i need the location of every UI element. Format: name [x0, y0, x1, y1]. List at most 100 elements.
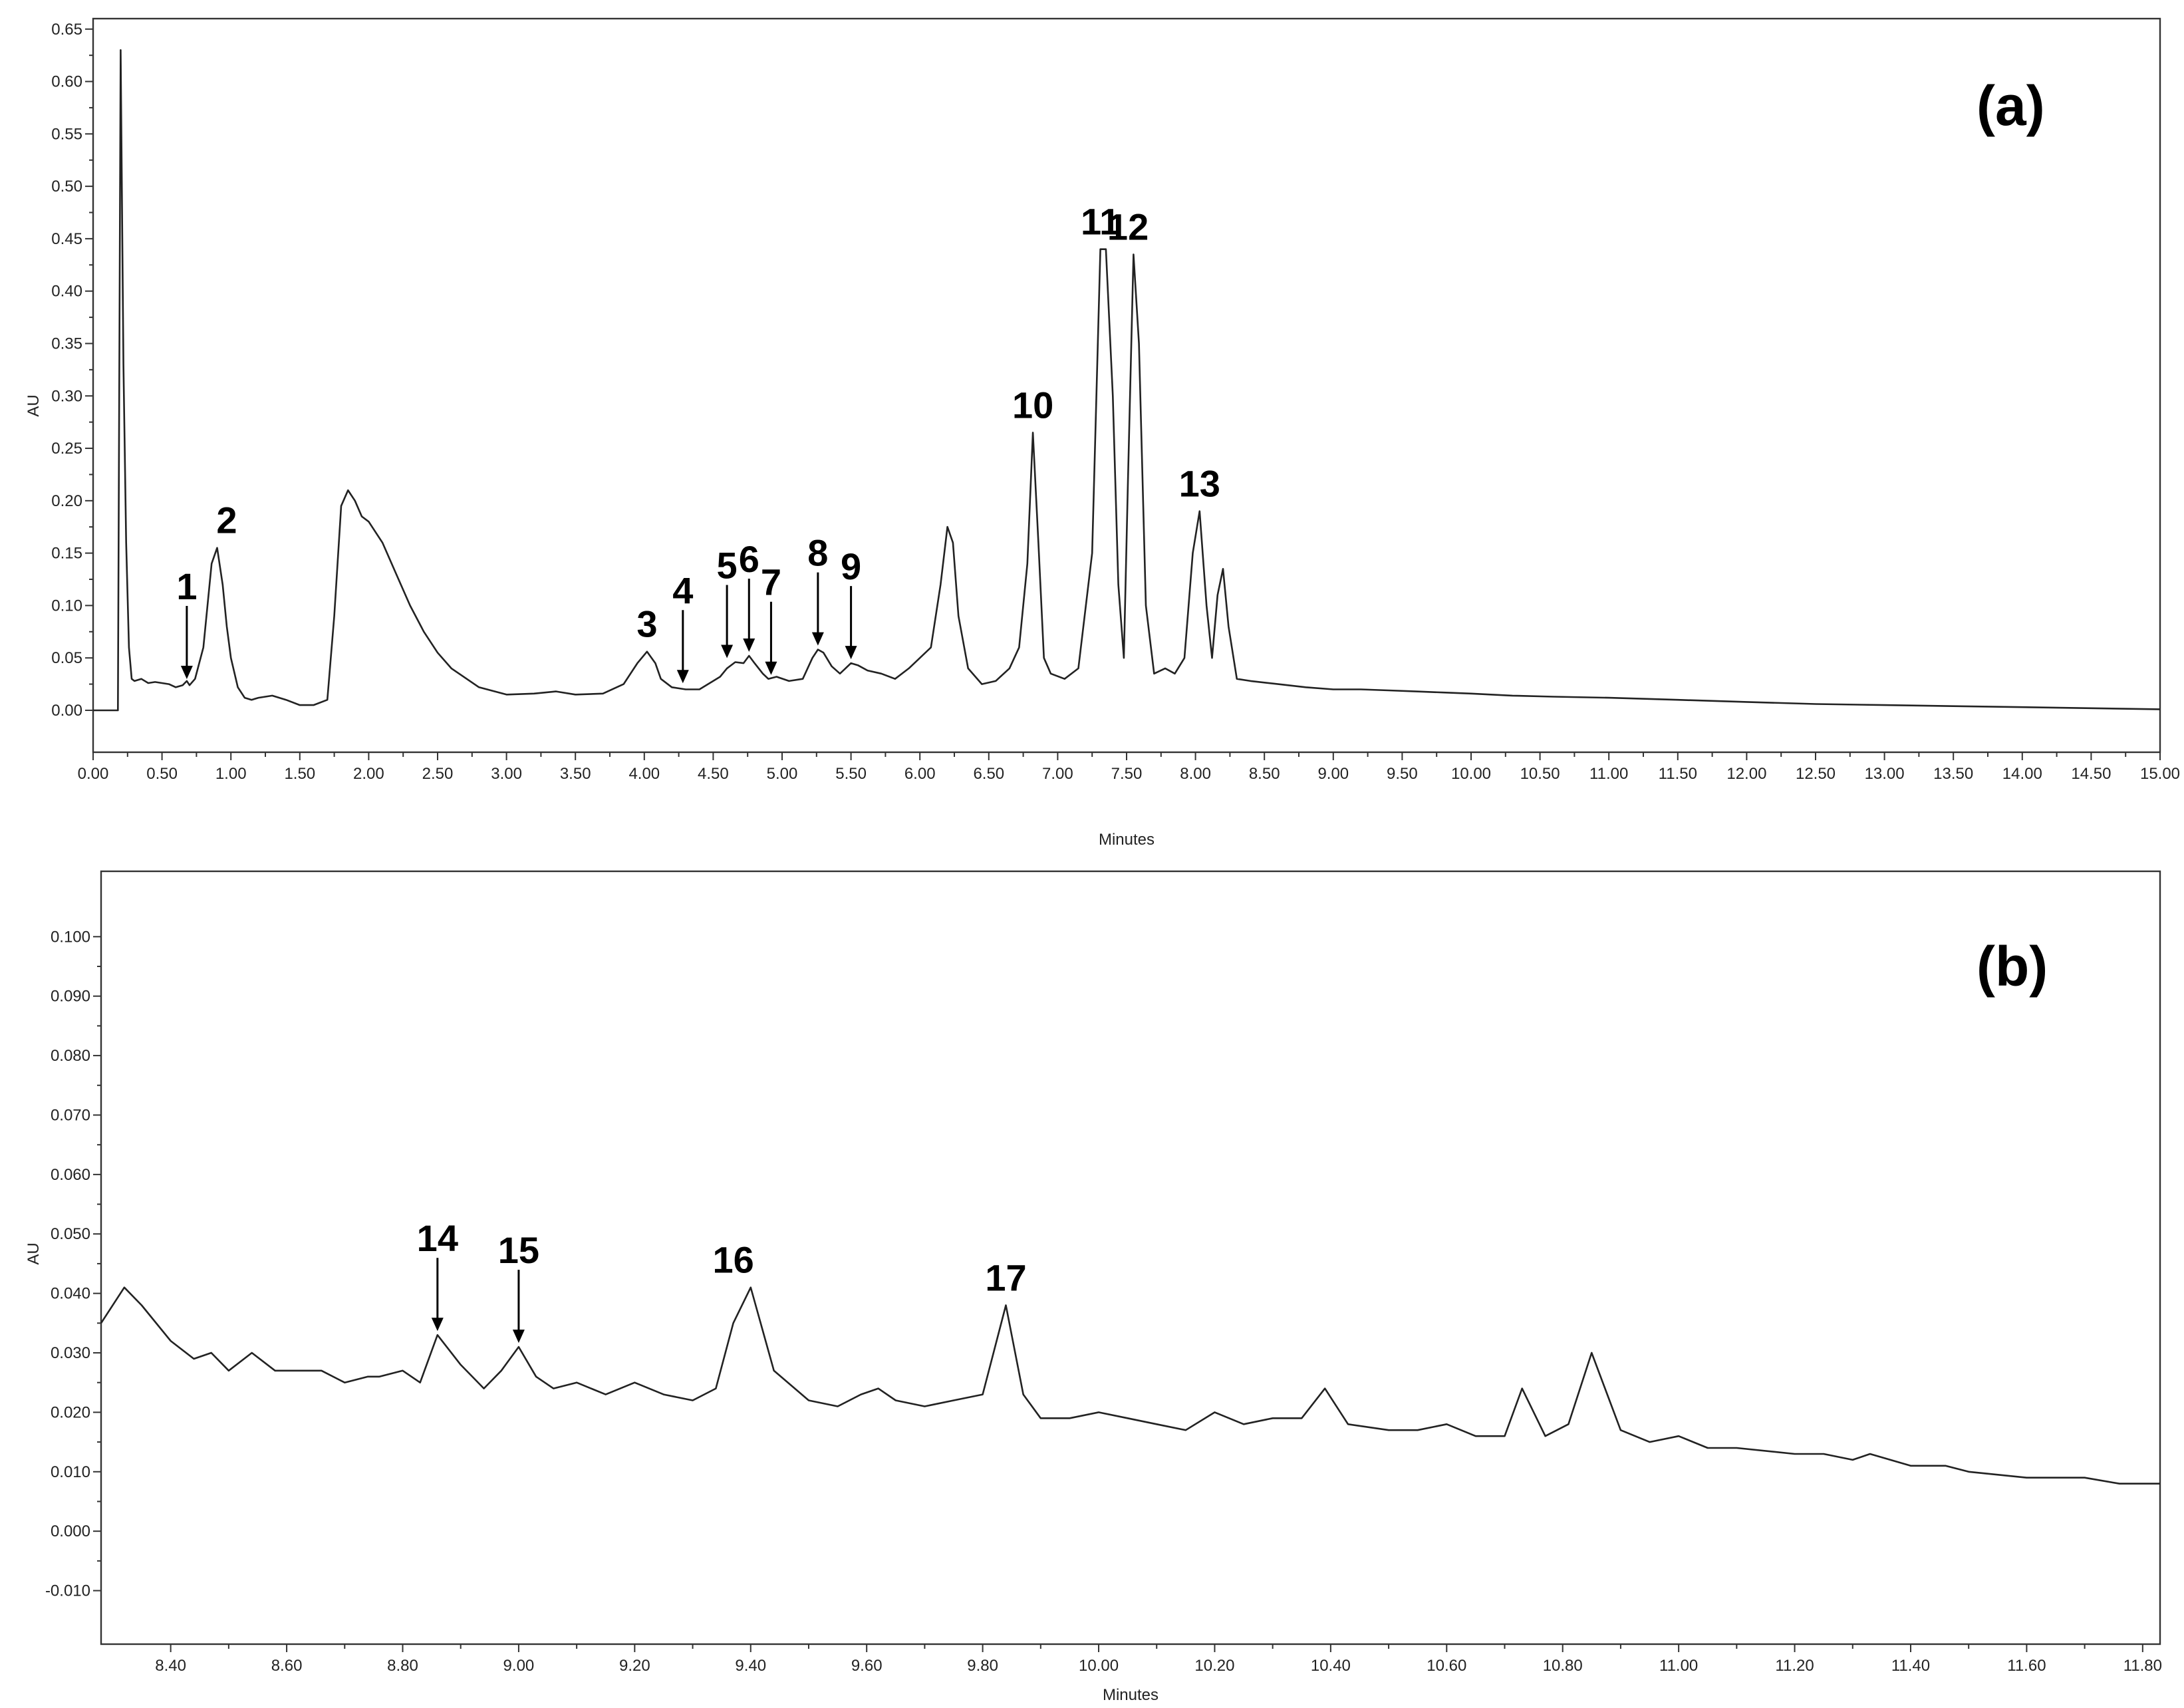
peak-number: 5 — [717, 544, 738, 586]
x-tick-label: 14.00 — [2002, 765, 2042, 783]
y-tick-label: 0.00 — [51, 702, 82, 720]
x-tick-label: 13.00 — [1865, 765, 1905, 783]
peak-number: 1 — [176, 565, 197, 607]
y-tick-label: 0.35 — [51, 335, 82, 353]
x-tick-label: 2.00 — [353, 765, 384, 783]
peak-number: 12 — [1107, 206, 1149, 248]
plot-area-b — [100, 870, 2161, 1645]
x-tick-label: 8.00 — [1180, 765, 1211, 783]
peak-number: 7 — [761, 561, 781, 603]
peak-arrow-head — [845, 646, 857, 660]
y-tick-label: 0.60 — [51, 73, 82, 91]
peak-label-9: 9 — [841, 545, 861, 660]
peak-arrow-head — [765, 661, 777, 675]
y-tick-label: 0.45 — [51, 230, 82, 248]
y-tick-label: 0.030 — [51, 1344, 90, 1362]
peak-arrow-head — [180, 666, 193, 680]
y-tick-label: 0.070 — [51, 1106, 90, 1124]
x-tick-label: 12.50 — [1796, 765, 1836, 783]
x-tick-label: 8.60 — [271, 1657, 303, 1675]
y-tick-label: 0.090 — [51, 988, 90, 1006]
peak-label-15: 15 — [498, 1229, 539, 1344]
peak-label-16: 16 — [712, 1239, 753, 1281]
x-tick-label: 0.50 — [146, 765, 178, 783]
x-tick-label: 11.80 — [2123, 1657, 2162, 1675]
peak-arrow-head — [512, 1330, 525, 1344]
x-axis-title-b: Minutes — [1103, 1686, 1159, 1704]
x-tick-label: 9.40 — [735, 1657, 766, 1675]
peak-number: 2 — [216, 499, 237, 541]
peak-label-14: 14 — [417, 1217, 458, 1332]
x-tick-label: 9.00 — [503, 1657, 535, 1675]
peak-number: 4 — [672, 569, 693, 611]
x-tick-label: 9.00 — [1317, 765, 1349, 783]
x-tick-label: 11.40 — [1891, 1657, 1930, 1675]
panel-a: 0.00 0.50 1.00 1.50 2.00 2.50 3.00 3.50 4.00 4.50… — [25, 17, 2180, 849]
x-tick-label: 10.60 — [1427, 1657, 1466, 1675]
y-tick-label: -0.010 — [45, 1582, 90, 1600]
x-tick-label: 15.00 — [2140, 765, 2180, 783]
peak-label-6: 6 — [739, 538, 759, 652]
panel-label-a: (a) — [1977, 74, 2045, 137]
y-tick-label: 0.25 — [51, 440, 82, 458]
y-axis-title-a: AU — [25, 394, 43, 416]
y-tick-label: 0.20 — [51, 492, 82, 510]
x-tick-label: 11.60 — [2007, 1657, 2046, 1675]
x-tick-label: 14.50 — [2071, 765, 2111, 783]
peak-label-11: 11 — [1081, 201, 1120, 243]
x-tick-label: 7.50 — [1111, 765, 1143, 783]
peak-label-5: 5 — [717, 544, 738, 658]
y-tick-label: 0.020 — [51, 1403, 90, 1421]
x-tick-label: 7.00 — [1042, 765, 1073, 783]
x-tick-label: 12.00 — [1726, 765, 1766, 783]
peak-label-3: 3 — [636, 603, 657, 645]
y-tick-label: 0.55 — [51, 125, 82, 143]
peak-number: 17 — [985, 1257, 1026, 1299]
panel-b: 8.40 8.60 8.80 9.00 9.20 9.40 9.60 9.80 10.00 10.… — [25, 870, 2162, 1704]
x-tick-label: 9.60 — [851, 1657, 883, 1675]
x-tick-label: 6.50 — [973, 765, 1004, 783]
panel-label-b: (b) — [1977, 935, 2048, 998]
peak-label-7: 7 — [761, 561, 781, 675]
peak-number: 8 — [807, 532, 828, 574]
peak-labels-b: 14 15 16 17 — [417, 1217, 1027, 1344]
x-tick-label: 9.80 — [967, 1657, 998, 1675]
peak-arrow-head — [743, 639, 755, 652]
peak-label-1: 1 — [176, 565, 197, 680]
peak-label-12: 12 — [1107, 206, 1149, 248]
peak-arrow-head — [721, 644, 734, 658]
y-tick-label: 0.10 — [51, 597, 82, 615]
x-tick-label: 11.00 — [1659, 1657, 1698, 1675]
y-tick-label: 0.050 — [51, 1225, 90, 1243]
x-tick-label: 5.50 — [835, 765, 867, 783]
peak-label-17: 17 — [985, 1257, 1026, 1299]
x-tick-label: 10.20 — [1194, 1657, 1234, 1675]
x-tick-label: 10.00 — [1079, 1657, 1119, 1675]
x-tick-label: 10.80 — [1543, 1657, 1583, 1675]
y-tick-label: 0.30 — [51, 387, 82, 405]
ticks-a: 0.00 0.50 1.00 1.50 2.00 2.50 3.00 3.50 4.00 4.50… — [51, 21, 2180, 783]
peak-number: 13 — [1179, 463, 1220, 505]
x-tick-label: 0.00 — [78, 765, 109, 783]
plot-area-a — [92, 17, 2161, 754]
y-tick-label: 0.010 — [51, 1463, 90, 1481]
x-tick-label: 9.20 — [619, 1657, 650, 1675]
x-tick-label: 3.50 — [560, 765, 591, 783]
x-tick-label: 8.40 — [155, 1657, 186, 1675]
peak-arrow-head — [676, 670, 689, 684]
x-tick-label: 10.00 — [1451, 765, 1491, 783]
x-tick-label: 11.20 — [1775, 1657, 1814, 1675]
peak-number: 14 — [417, 1217, 458, 1259]
y-tick-label: 0.040 — [51, 1285, 90, 1303]
peak-number: 9 — [841, 545, 861, 587]
x-tick-label: 8.50 — [1249, 765, 1280, 783]
peak-number: 3 — [636, 603, 657, 645]
x-tick-label: 10.40 — [1311, 1657, 1351, 1675]
peak-arrow-head — [811, 632, 824, 646]
peak-label-2: 2 — [216, 499, 237, 541]
x-tick-label: 11.00 — [1589, 765, 1628, 783]
x-tick-label: 8.80 — [387, 1657, 418, 1675]
peak-label-8: 8 — [807, 532, 828, 646]
